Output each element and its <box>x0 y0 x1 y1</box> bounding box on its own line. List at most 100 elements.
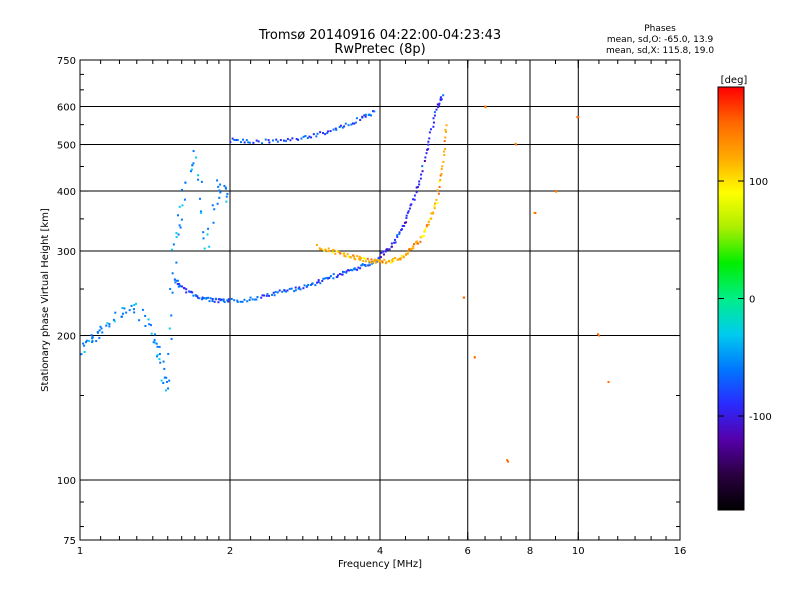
data-point <box>276 140 279 143</box>
data-point <box>227 300 230 303</box>
data-point <box>168 379 171 382</box>
y-tick-label: 100 <box>57 476 76 487</box>
data-point <box>220 298 223 301</box>
data-point <box>314 284 317 287</box>
data-point <box>397 258 400 261</box>
data-point <box>378 259 381 262</box>
data-point <box>381 261 384 264</box>
data-point <box>441 165 444 168</box>
data-point <box>424 156 427 159</box>
data-point <box>306 285 309 288</box>
data-point <box>434 202 437 205</box>
data-point <box>214 297 217 300</box>
data-point <box>362 257 365 260</box>
data-point <box>390 261 393 264</box>
data-point <box>424 228 427 231</box>
data-point <box>321 279 324 282</box>
data-point <box>408 207 411 210</box>
data-point <box>353 122 356 125</box>
data-point <box>230 297 233 300</box>
data-point <box>156 355 159 358</box>
data-point <box>437 103 440 106</box>
data-point <box>308 135 311 138</box>
data-point <box>87 339 90 342</box>
data-point <box>120 315 123 318</box>
data-point <box>98 329 101 332</box>
data-point <box>401 224 404 227</box>
colorbar-tick-label: -100 <box>749 412 772 423</box>
data-point <box>198 197 201 200</box>
data-point <box>429 128 432 131</box>
data-point <box>286 289 289 292</box>
data-point <box>123 307 126 310</box>
data-point <box>297 287 300 290</box>
data-point <box>222 299 225 302</box>
data-point <box>302 135 305 138</box>
data-point <box>353 267 356 270</box>
data-point <box>206 233 209 236</box>
data-point <box>423 159 426 162</box>
data-point <box>162 381 165 384</box>
data-point <box>290 287 293 290</box>
data-point <box>243 141 246 144</box>
data-point <box>427 223 430 226</box>
data-point <box>403 221 406 224</box>
data-point <box>343 125 346 128</box>
data-point <box>190 168 193 171</box>
data-point <box>355 117 358 120</box>
data-point <box>283 289 286 292</box>
data-point <box>192 150 195 153</box>
data-point <box>294 286 297 289</box>
data-point <box>181 204 184 207</box>
data-point <box>432 211 435 214</box>
data-point <box>427 220 430 223</box>
data-point <box>349 268 352 271</box>
data-point <box>195 156 198 159</box>
data-point <box>410 247 413 250</box>
data-point <box>368 113 371 116</box>
data-point <box>425 225 428 228</box>
data-point <box>167 352 170 355</box>
data-point <box>293 290 296 293</box>
data-point <box>236 299 239 302</box>
data-point <box>306 137 309 140</box>
data-point <box>156 345 159 348</box>
data-point <box>432 121 435 124</box>
data-point <box>106 322 109 325</box>
data-point <box>255 298 258 301</box>
colorbar-tick-label: 0 <box>749 295 755 306</box>
data-point <box>363 257 366 260</box>
data-point <box>348 269 351 272</box>
legend-phase-o: mean, sd,O: -65.0, 13.9 <box>607 35 714 45</box>
data-point <box>433 111 436 114</box>
data-point <box>316 281 319 284</box>
data-point <box>412 247 415 250</box>
data-point <box>412 245 415 248</box>
data-point <box>175 232 178 235</box>
data-point <box>200 211 203 214</box>
data-point <box>257 140 260 143</box>
data-point <box>201 296 204 299</box>
data-point <box>288 287 291 290</box>
data-point <box>98 336 101 339</box>
data-point <box>427 143 430 146</box>
data-point <box>391 260 394 263</box>
data-point <box>315 243 318 246</box>
data-point <box>356 255 359 258</box>
data-point <box>339 124 342 127</box>
data-point <box>285 290 288 293</box>
data-point <box>432 125 435 128</box>
data-point <box>178 283 181 286</box>
data-point <box>265 294 268 297</box>
data-point <box>405 221 408 224</box>
data-point <box>224 187 227 190</box>
data-point <box>147 318 150 321</box>
data-point <box>167 387 170 390</box>
data-point <box>358 257 361 260</box>
data-point <box>153 341 156 344</box>
data-point <box>394 241 397 244</box>
data-point <box>156 354 159 357</box>
x-tick-label: 2 <box>227 546 233 557</box>
data-point <box>281 290 284 293</box>
